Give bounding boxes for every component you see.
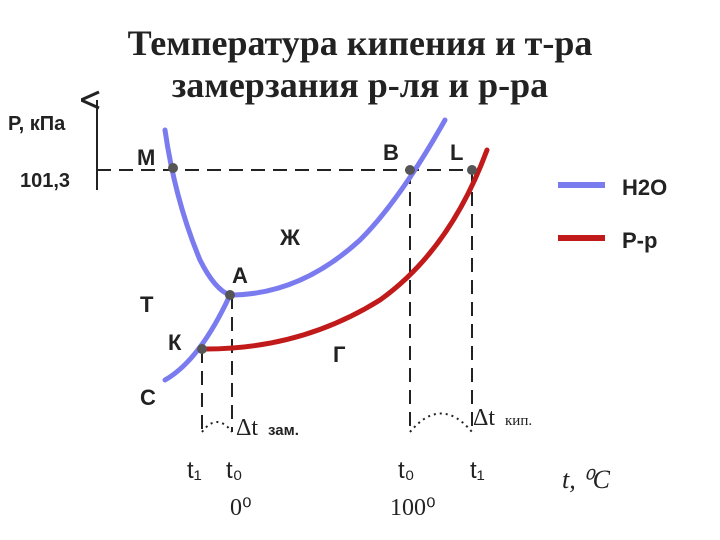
arcs — [201, 412, 473, 433]
annotation: Δt — [236, 415, 258, 441]
title: Температура кипения и т-ра — [128, 23, 593, 63]
annotation: t₁ — [187, 457, 202, 484]
label: Ж — [279, 225, 300, 250]
points — [168, 163, 477, 354]
annotation: t₀ — [226, 457, 243, 484]
legend-label: Н2О — [622, 175, 667, 200]
annotation: Δt — [473, 405, 495, 431]
x-label: t, ⁰C — [562, 465, 611, 494]
label: А — [232, 263, 248, 288]
annotation: зам. — [268, 422, 299, 439]
annotation: 0⁰ — [230, 495, 252, 521]
y-label: Р, кПа — [8, 113, 66, 135]
label: К — [168, 330, 182, 355]
label: М — [137, 145, 155, 170]
label: С — [140, 385, 156, 410]
annotation: t₀ — [398, 457, 415, 484]
annotation: кип. — [505, 413, 532, 429]
legend-label: Р-р — [622, 228, 657, 253]
label: Г — [333, 342, 346, 367]
label: В — [383, 140, 399, 165]
label: Т — [140, 292, 154, 317]
curves — [162, 117, 490, 383]
annotation: t₁ — [470, 457, 485, 484]
title: замерзания р-ля и р-ра — [172, 65, 548, 105]
annotation: 100⁰ — [390, 495, 436, 521]
label: L — [450, 140, 463, 165]
y-value: 101,3 — [20, 170, 70, 192]
